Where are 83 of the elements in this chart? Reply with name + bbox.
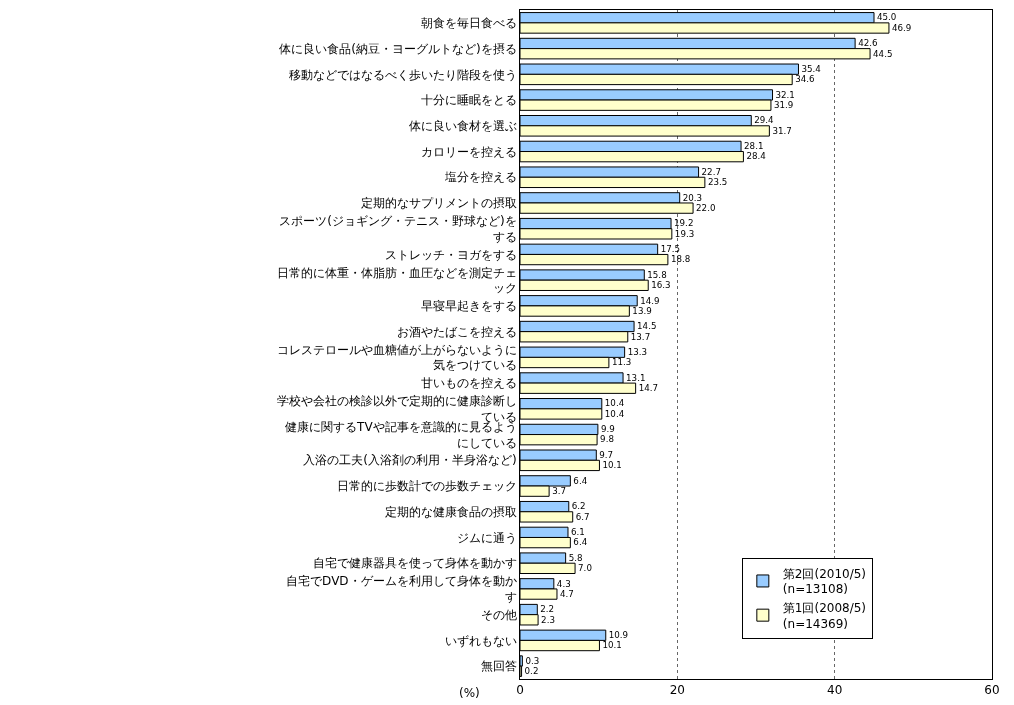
data-label: 34.6 [795, 74, 815, 85]
y-tick-label: 体に良い食材を選ぶ [408, 118, 517, 133]
y-tick-label: 朝食を毎日食べる [420, 16, 517, 31]
data-label: 6.7 [575, 511, 590, 522]
y-tick-label: コレステロールや血糖値が上がらないように気をつけている [276, 342, 517, 373]
y-tick-label: 日常的に体重・体脂肪・血圧などを測定チェック [276, 265, 517, 296]
data-label: 6.2 [571, 501, 586, 512]
data-label: 2.2 [540, 604, 555, 615]
y-tick-label: 移動などではなるべく歩いたり階段を使う [288, 67, 517, 82]
data-label: 11.3 [611, 357, 632, 368]
data-label: 6.4 [573, 537, 588, 548]
y-tick-label: 塩分を控える [443, 170, 517, 185]
data-label: 0.2 [524, 666, 539, 677]
y-tick-label: 体に良い食品(納豆・ヨーグルトなど)を摂る [279, 41, 517, 56]
data-label: 7.0 [578, 563, 592, 574]
data-label: 18.8 [670, 254, 691, 265]
y-tick-label: 自宅でDVD・ゲームを利用して身体を動かす [286, 574, 517, 604]
data-label: 31.7 [772, 125, 792, 136]
data-label: 32.1 [775, 89, 795, 100]
data-label: 28.4 [746, 151, 767, 162]
data-label: 5.8 [568, 552, 583, 563]
data-label: 45.0 [877, 12, 897, 23]
y-tick-label: カロリーを控える [420, 144, 517, 159]
data-label: 17.5 [660, 244, 681, 255]
data-label: 46.9 [891, 22, 912, 33]
data-label: 10.1 [602, 460, 622, 471]
data-label: 4.7 [559, 588, 574, 599]
y-tick-label: 定期的なサプリメントの摂取 [360, 196, 517, 211]
x-tick-label: 40 [827, 683, 843, 698]
y-tick-label: 定期的な健康食品の摂取 [384, 504, 517, 519]
data-label: 14.5 [637, 321, 657, 332]
data-label: 22.0 [696, 202, 716, 213]
y-tick-label: 日常的に歩数計での歩数チェック [336, 479, 517, 494]
data-label: 10.9 [608, 630, 629, 641]
data-label: 9.8 [600, 434, 614, 445]
data-label: 6.1 [571, 527, 585, 538]
y-tick-label: 自宅で健康器具を使って身体を動かす [312, 556, 517, 571]
x-axis-title: (%) [459, 686, 480, 700]
data-label: 13.3 [627, 346, 648, 357]
data-label: 10.1 [602, 640, 622, 651]
data-label: 13.9 [632, 305, 652, 316]
data-label: 20.3 [682, 192, 703, 203]
y-tick-label: 早寝早起きをする [420, 299, 517, 314]
data-label: 10.4 [604, 398, 625, 409]
x-tick-label: 60 [984, 683, 1000, 698]
data-label: 16.3 [651, 280, 671, 291]
data-label: 19.3 [674, 228, 695, 239]
data-label: 6.4 [573, 475, 588, 486]
data-label: 14.7 [638, 383, 659, 394]
data-label: 14.9 [640, 295, 660, 306]
data-label: 9.9 [600, 424, 615, 435]
data-label: 13.1 [626, 372, 646, 383]
x-tick-label: 20 [669, 683, 685, 698]
data-label: 23.5 [707, 177, 728, 188]
data-label: 4.3 [556, 578, 571, 589]
data-label: 2.3 [541, 614, 555, 625]
data-label: 9.7 [599, 449, 614, 460]
data-label: 44.5 [873, 48, 893, 59]
data-label: 22.7 [701, 166, 721, 177]
data-label: 3.7 [552, 485, 566, 496]
data-label: 19.2 [674, 218, 694, 229]
data-label: 13.7 [630, 331, 651, 342]
x-tick-label: 0 [516, 683, 524, 698]
y-tick-label: その他 [480, 607, 517, 622]
data-label: 15.8 [647, 269, 667, 280]
y-tick-label: 入浴の工夫(入浴剤の利用・半身浴など) [303, 453, 517, 468]
y-tick-label: ストレッチ・ヨガをする [384, 247, 517, 262]
y-tick-label: いずれもない [444, 633, 517, 648]
y-tick-label: 甘いものを控える [420, 376, 517, 391]
data-label: 42.6 [858, 38, 878, 49]
y-tick-label: 無回答 [480, 659, 517, 674]
y-tick-label: ジムに通う [456, 530, 517, 545]
legend-label: 第2回(2010/5) (n=13108) [782, 566, 867, 597]
data-label: 28.1 [744, 141, 764, 152]
data-label: 10.4 [604, 408, 625, 419]
data-label: 29.4 [754, 115, 775, 126]
data-label: 31.9 [773, 99, 794, 110]
y-tick-label: 十分に睡眠をとる [420, 93, 517, 108]
data-label: 35.4 [801, 63, 822, 74]
y-tick-label: お酒やたばこを控える [396, 324, 517, 339]
legend-label: 第1回(2008/5) (n=14369) [782, 601, 867, 631]
data-label: 0.3 [525, 655, 540, 666]
y-tick-label: スポーツ(ジョギング・テニス・野球など)をする [279, 214, 517, 244]
